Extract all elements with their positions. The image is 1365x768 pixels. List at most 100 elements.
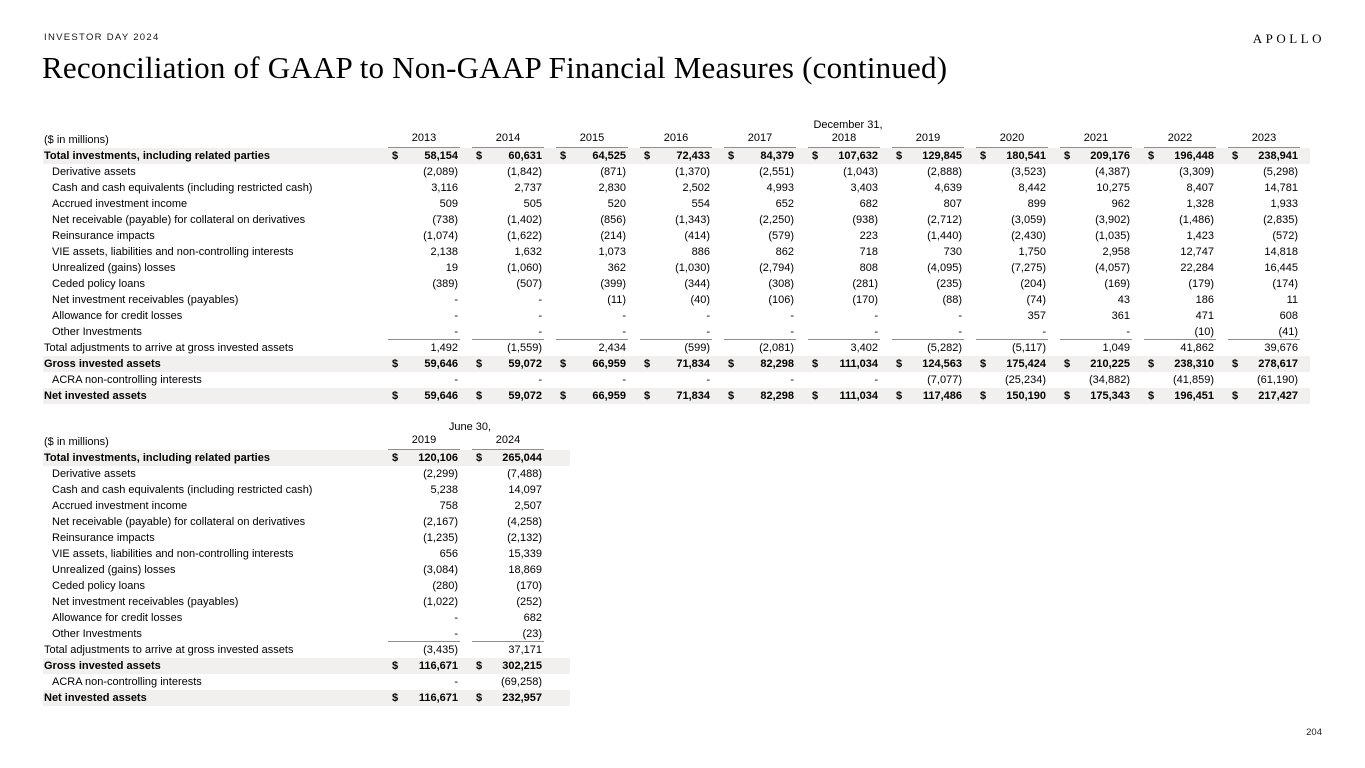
- value-box: 1,049: [1060, 340, 1132, 356]
- value-box: (2,794): [724, 260, 796, 276]
- cell-value: 807: [943, 198, 962, 210]
- cell-value: (1,022): [423, 596, 458, 608]
- table-row: Other Investments - - - - - - - - - (10) (41): [43, 324, 1310, 340]
- value-cell: (938): [806, 212, 890, 228]
- value-cell: (414): [638, 228, 722, 244]
- value-cell: 505: [470, 196, 554, 212]
- value-box: (106): [724, 292, 796, 308]
- cell-value: 2,958: [1102, 246, 1130, 258]
- value-box: -: [556, 324, 628, 340]
- value-cell: (1,559): [470, 340, 554, 356]
- value-box: (174): [1228, 276, 1300, 292]
- value-cell: 1,492: [386, 340, 470, 356]
- dollar-sign: $: [476, 390, 483, 402]
- cell-value: 175,424: [1006, 358, 1046, 370]
- value-box: 962: [1060, 196, 1132, 212]
- cell-value: 886: [691, 246, 710, 258]
- cell-value: (170): [516, 580, 542, 592]
- value-cell: $82,298: [722, 356, 806, 372]
- table-row: Allowance for credit losses - 682: [43, 610, 570, 626]
- cell-value: 82,298: [760, 390, 794, 402]
- value-cell: (1,030): [638, 260, 722, 276]
- value-cell: $59,072: [470, 388, 554, 404]
- value-cell: 862: [722, 244, 806, 260]
- value-box: 361: [1060, 308, 1132, 324]
- cell-value: (3,084): [423, 564, 458, 576]
- table-row: Net receivable (payable) for collateral …: [43, 212, 1310, 228]
- value-cell: 682: [470, 610, 554, 626]
- value-box: $71,834: [640, 388, 712, 404]
- value-box: -: [724, 324, 796, 340]
- value-cell: -: [470, 308, 554, 324]
- value-box: (5,298): [1228, 164, 1300, 180]
- value-box: -: [472, 292, 544, 308]
- value-cell: (40): [638, 292, 722, 308]
- cell-value: 82,298: [760, 358, 794, 370]
- dollar-sign: $: [392, 390, 399, 402]
- cell-value: -: [538, 374, 542, 386]
- value-box: 18,869: [472, 562, 544, 578]
- value-box: $129,845: [892, 148, 964, 164]
- cell-value: (389): [432, 278, 458, 290]
- value-cell: (1,370): [638, 164, 722, 180]
- value-box: (1,559): [472, 340, 544, 356]
- year-header: 2024: [472, 434, 544, 450]
- value-box: -: [724, 372, 796, 388]
- value-cell: 15,339: [470, 546, 554, 562]
- dollar-sign: $: [560, 358, 567, 370]
- cell-value: (572): [1272, 230, 1298, 242]
- value-cell: 2,507: [470, 498, 554, 514]
- cell-value: 962: [1111, 198, 1130, 210]
- dollar-sign: $: [644, 358, 651, 370]
- value-cell: 554: [638, 196, 722, 212]
- row-label: Unrealized (gains) losses: [52, 564, 176, 576]
- value-cell: $116,671: [386, 658, 470, 674]
- value-box: (4,057): [1060, 260, 1132, 276]
- value-box: (204): [976, 276, 1048, 292]
- value-box: (1,060): [472, 260, 544, 276]
- cell-value: 37,171: [508, 644, 542, 656]
- value-box: 520: [556, 196, 628, 212]
- row-label: Net investment receivables (payables): [52, 596, 239, 608]
- cell-value: (69,258): [501, 676, 542, 688]
- value-box: 15,339: [472, 546, 544, 562]
- cell-value: (2,430): [1011, 230, 1046, 242]
- cell-value: 608: [1279, 310, 1298, 322]
- value-cell: (41,859): [1142, 372, 1226, 388]
- value-box: 656: [388, 546, 460, 562]
- value-cell: (599): [638, 340, 722, 356]
- value-cell: 37,171: [470, 642, 554, 658]
- row-label: Net invested assets: [44, 692, 147, 704]
- year-header: 2021: [1060, 132, 1132, 148]
- value-box: (7,077): [892, 372, 964, 388]
- value-box: 22,284: [1144, 260, 1216, 276]
- value-box: $72,433: [640, 148, 712, 164]
- cell-value: 41,862: [1180, 342, 1214, 354]
- value-cell: (214): [554, 228, 638, 244]
- value-box: $117,486: [892, 388, 964, 404]
- value-box: (5,282): [892, 340, 964, 356]
- value-cell: (11): [554, 292, 638, 308]
- value-box: (308): [724, 276, 796, 292]
- cell-value: (1,622): [507, 230, 542, 242]
- value-cell: (2,835): [1226, 212, 1310, 228]
- cell-value: 11: [1286, 294, 1298, 306]
- value-box: 2,434: [556, 340, 628, 356]
- value-box: (23): [472, 626, 544, 642]
- value-cell: $180,541: [974, 148, 1058, 164]
- value-cell: $60,631: [470, 148, 554, 164]
- value-box: 14,818: [1228, 244, 1300, 260]
- value-cell: (4,387): [1058, 164, 1142, 180]
- value-box: (4,387): [1060, 164, 1132, 180]
- table-row: ACRA non-controlling interests - (69,258): [43, 674, 570, 690]
- value-cell: 14,818: [1226, 244, 1310, 260]
- row-label: Net investment receivables (payables): [52, 294, 239, 306]
- value-box: (170): [472, 578, 544, 594]
- year-header-cell: 2017: [722, 132, 806, 148]
- value-cell: 223: [806, 228, 890, 244]
- cell-value: 3,116: [431, 182, 458, 194]
- value-cell: (2,430): [974, 228, 1058, 244]
- table-row: Derivative assets (2,299) (7,488): [43, 466, 570, 482]
- value-cell: -: [386, 674, 470, 690]
- cell-value: (1,559): [507, 342, 542, 354]
